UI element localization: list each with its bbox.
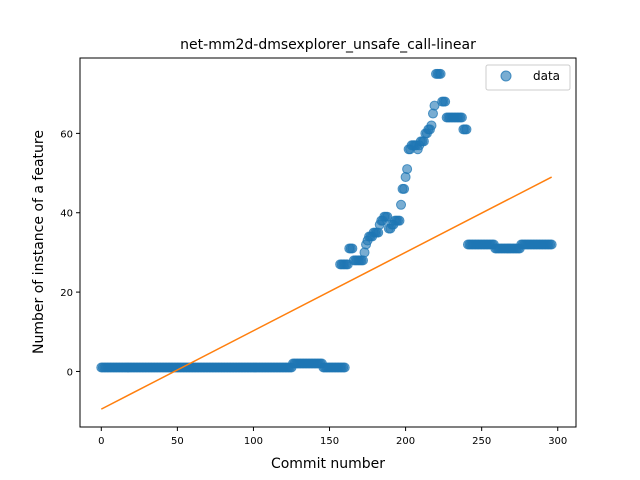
fit-line-group [100,176,553,410]
data-point [359,247,370,258]
x-axis-label: Commit number [271,456,385,472]
fit-line [100,176,553,410]
x-tick-label: 250 [472,436,491,447]
data-point [339,362,350,373]
data-point [400,172,411,183]
ticks: 0 50 100 150 200 250 300 0 20 40 60 [60,129,567,447]
data-point [426,120,437,131]
x-tick-label: 150 [320,436,339,447]
data-point [440,96,451,107]
y-tick-label: 60 [60,129,73,140]
x-tick-label: 300 [548,436,567,447]
data-point [546,239,557,250]
data-point [373,227,384,238]
data-point [399,183,410,194]
data-point [382,211,393,222]
legend: data [485,64,571,91]
data-point [357,255,368,266]
legend-entry-data: data [533,69,560,83]
legend-marker [500,70,512,82]
data-point [435,68,446,79]
data-point [461,124,472,135]
chart-title: net-mm2d-dmsexplorer_unsafe_call-linear [180,37,476,53]
x-tick-label: 50 [171,436,184,447]
y-tick-label: 40 [60,209,73,220]
x-tick-label: 100 [244,436,263,447]
x-tick-label: 200 [396,436,415,447]
data-point [427,108,438,119]
y-tick-label: 0 [67,367,73,378]
data-point [402,164,413,175]
data-point [347,243,358,254]
data-point [456,112,467,123]
data-point [429,100,440,111]
x-tick-label: 0 [98,436,104,447]
y-tick-label: 20 [60,288,73,299]
y-axis-label: Number of instance of a feature [31,130,47,354]
data-point [394,215,405,226]
plot-frame [79,57,577,428]
data-point [396,199,407,210]
